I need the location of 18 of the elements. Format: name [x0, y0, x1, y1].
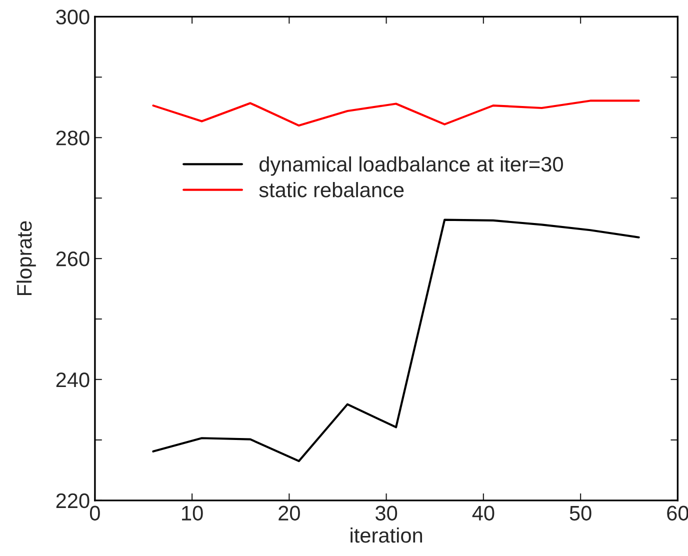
x-tick-label: 10	[182, 506, 203, 521]
x-tick-label: 40	[472, 506, 494, 521]
y-tick-label: 300	[56, 10, 90, 24]
y-tick-label: 280	[56, 130, 90, 146]
legend-label: dynamical loadbalance at iter=30	[260, 156, 563, 176]
x-tick-label: 0	[90, 506, 100, 521]
y-tick-label: 240	[56, 372, 90, 388]
y-tick-label: 220	[56, 493, 90, 508]
x-tick-label: 60	[667, 506, 688, 521]
line-series	[152, 218, 640, 462]
x-tick-label: 30	[376, 506, 398, 521]
x-tick-label: 50	[570, 506, 592, 521]
y-axis-title: Floprate	[16, 221, 36, 296]
legend-label: static rebalance	[259, 182, 404, 198]
y-tick-label: 260	[56, 252, 90, 266]
x-tick-label: 20	[278, 506, 300, 521]
x-axis-title: iteration	[350, 527, 422, 543]
line-series	[152, 100, 640, 127]
